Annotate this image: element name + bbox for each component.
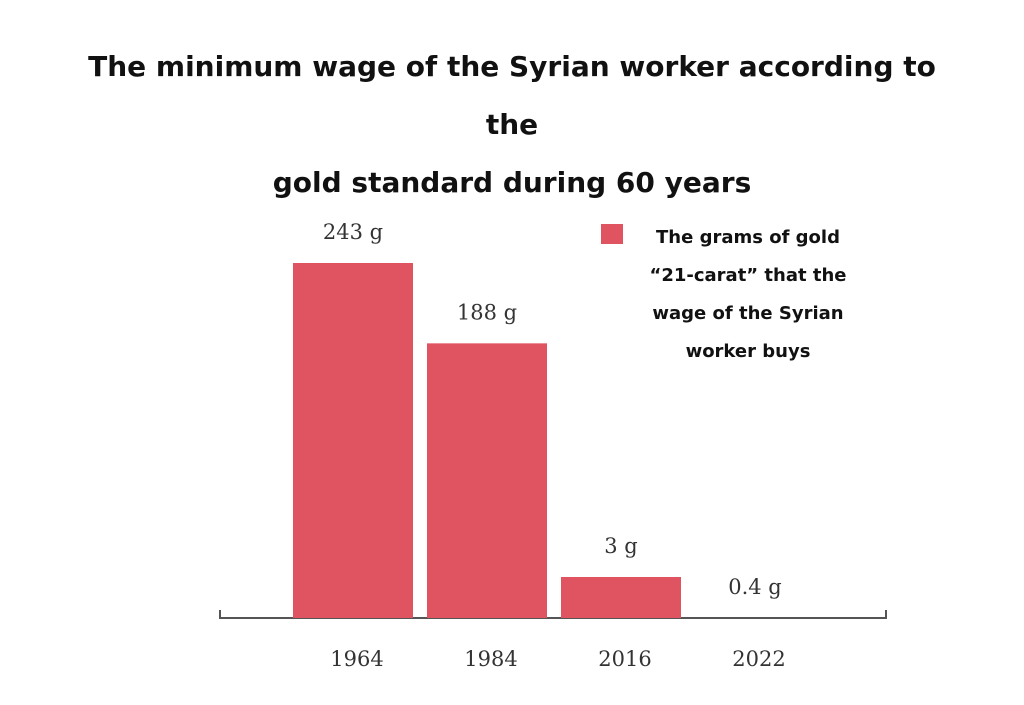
- chart-title: The minimum wage of the Syrian worker ac…: [62, 38, 962, 212]
- value-label-2022: 0.4 g: [728, 575, 782, 599]
- bar-2016: [561, 577, 681, 618]
- category-label-1984: 1984: [464, 647, 517, 671]
- value-label-1964: 243 g: [323, 220, 383, 244]
- bar-1964: [293, 263, 413, 618]
- chart-title-line-1: The minimum wage of the Syrian worker ac…: [88, 50, 936, 141]
- legend-text-line-3: wage of the Syrian: [652, 303, 843, 324]
- bar-1984: [427, 343, 547, 618]
- legend-text-line-4: worker buys: [686, 341, 811, 362]
- chart-title-line-2: gold standard during 60 years: [272, 166, 752, 199]
- category-label-1964: 1964: [330, 647, 383, 671]
- category-label-2016: 2016: [598, 647, 651, 671]
- value-label-2016: 3 g: [604, 534, 637, 558]
- value-label-1984: 188 g: [457, 300, 517, 324]
- legend-text-line-2: “21-carat” that the: [650, 265, 847, 286]
- legend-swatch: [601, 224, 623, 244]
- category-label-2022: 2022: [732, 647, 785, 671]
- legend-text-line-1: The grams of gold: [656, 227, 840, 248]
